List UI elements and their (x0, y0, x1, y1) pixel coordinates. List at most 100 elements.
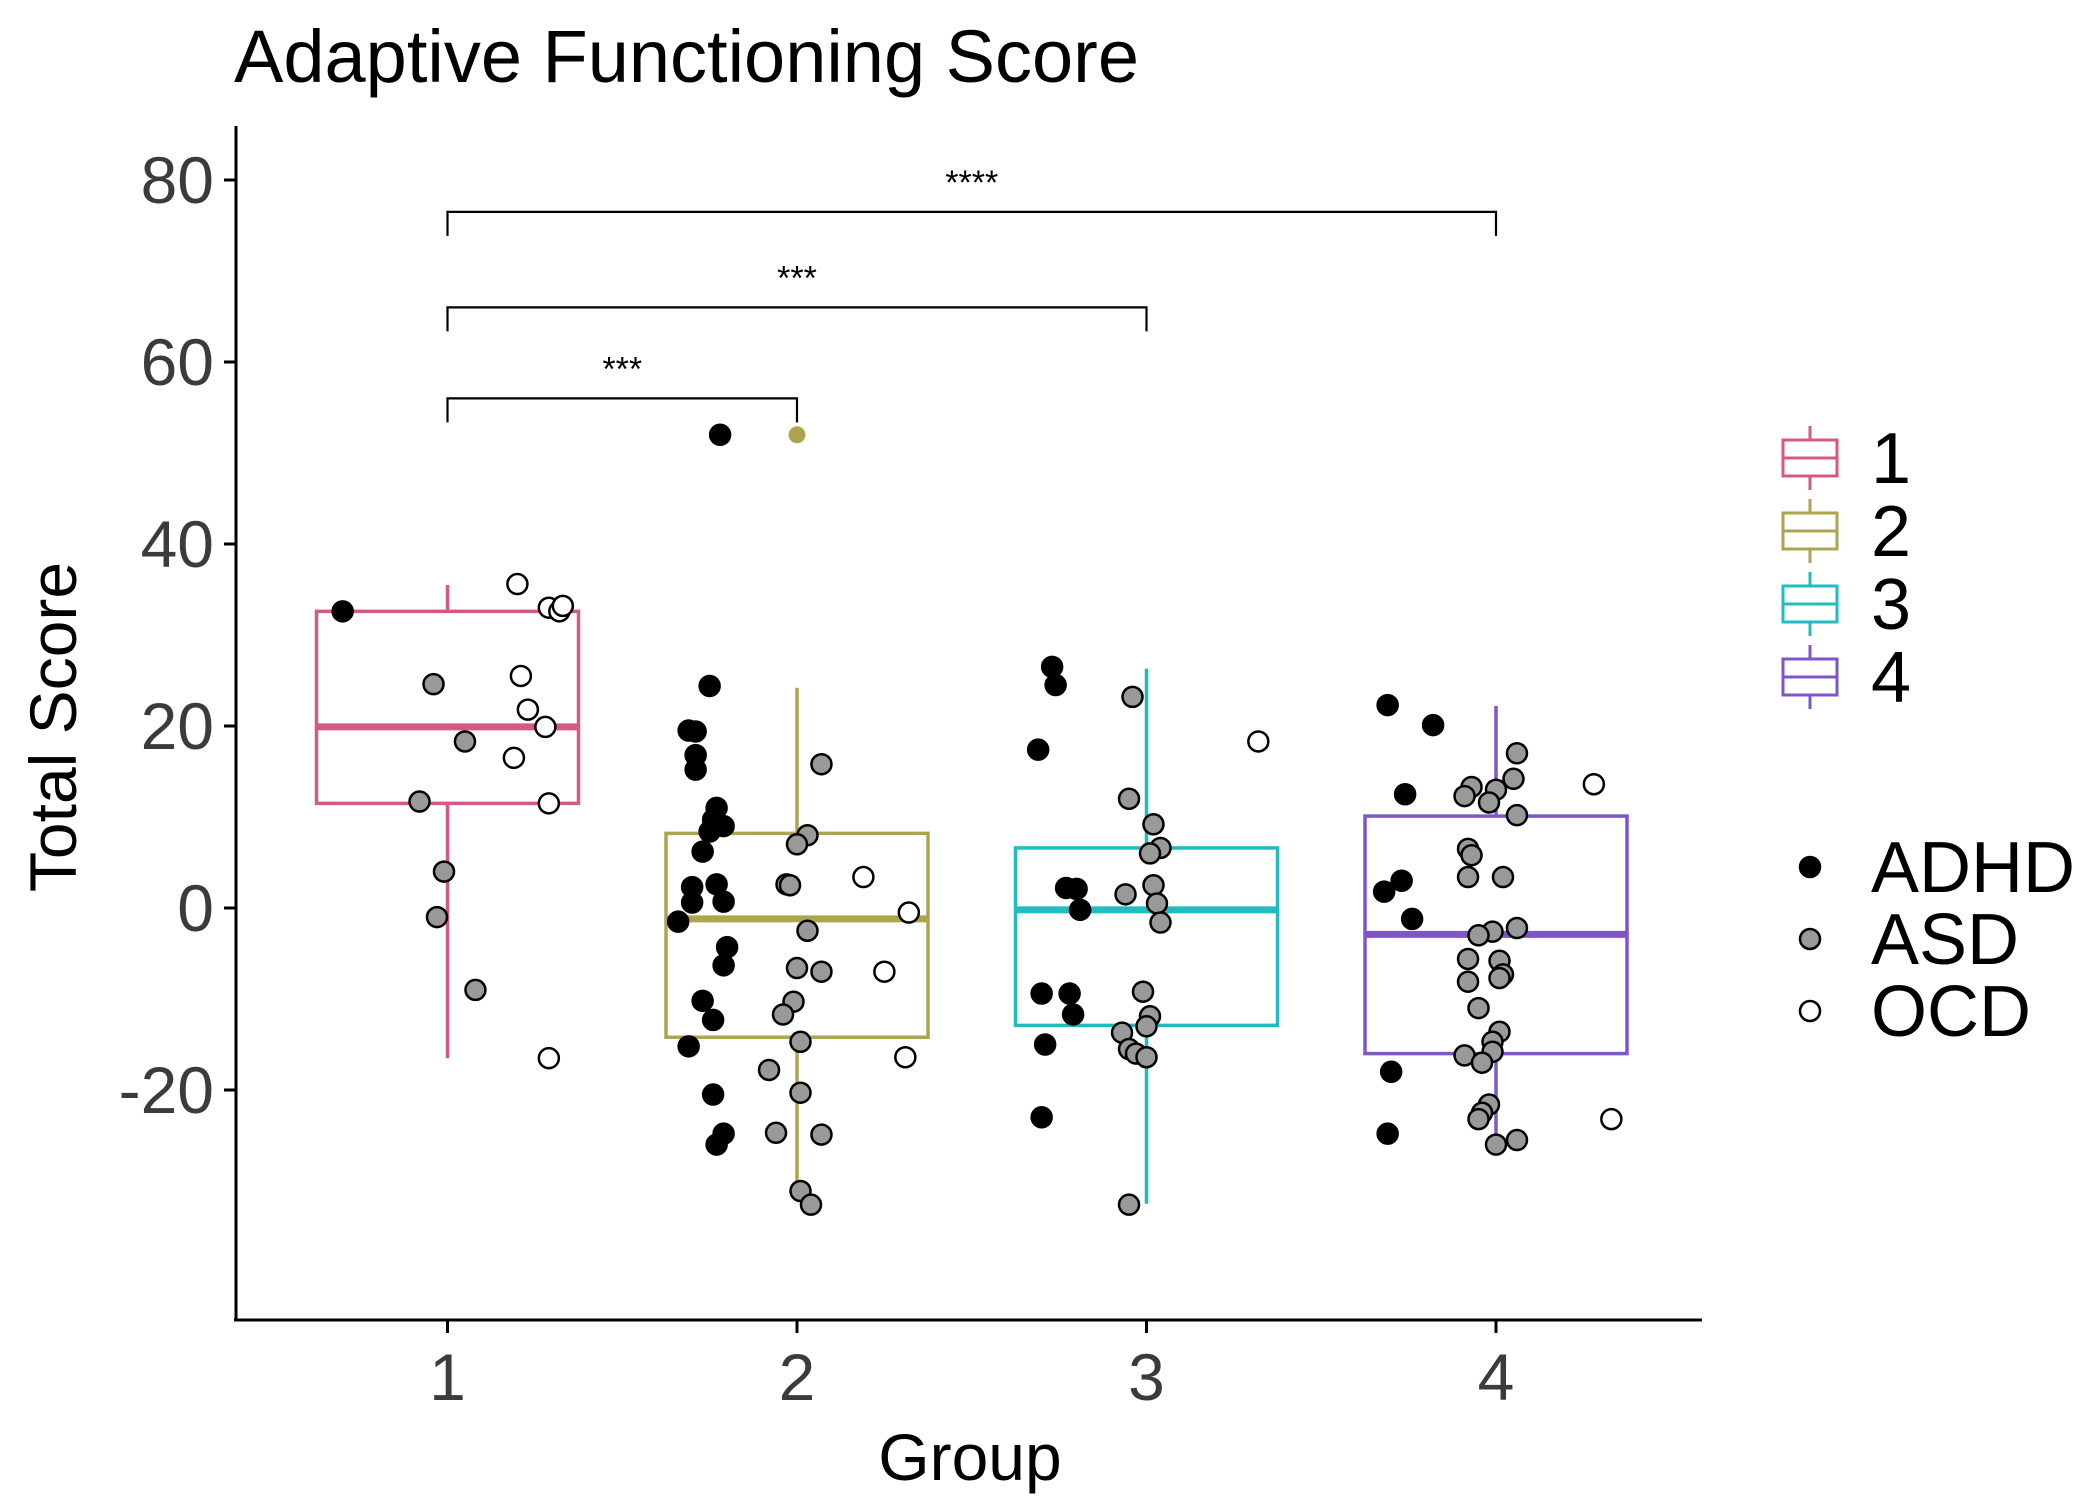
legend-item-group-3: 3 (1781, 565, 1911, 645)
y-tick-label: -20 (119, 1053, 214, 1127)
x-tick-label: 4 (1478, 1340, 1515, 1414)
data-point-asd (1453, 784, 1476, 808)
data-point-asd (1505, 1128, 1529, 1152)
data-point-asd (1470, 1051, 1494, 1074)
data-point-adhd (1372, 880, 1396, 903)
x-tick-label: 2 (779, 1340, 816, 1414)
data-point-adhd (666, 910, 690, 933)
data-point-asd (810, 752, 833, 776)
data-point-adhd (677, 1035, 700, 1058)
data-point-asd (1131, 980, 1155, 1003)
data-point-ocd (1247, 730, 1270, 753)
data-point-asd (764, 1121, 788, 1145)
data-point-asd (810, 960, 833, 983)
data-point-ocd (537, 1046, 561, 1070)
data-point-adhd (1033, 1033, 1057, 1056)
data-point-ocd (897, 901, 921, 924)
boxplot-group-1 (314, 584, 581, 1059)
data-point-adhd (1044, 673, 1067, 697)
data-point-asd (1456, 970, 1480, 993)
data-point-ocd (1600, 1107, 1623, 1131)
data-point-asd (1488, 966, 1511, 990)
legend-label: 4 (1871, 638, 1911, 718)
significance-label: *** (777, 259, 817, 297)
significance-bracket: *** (446, 350, 799, 423)
data-point-adhd (1393, 783, 1417, 806)
data-point-asd (785, 833, 809, 856)
data-point-adhd (698, 674, 721, 698)
data-point-ocd (852, 865, 875, 889)
data-point-asd (778, 874, 802, 897)
data-point-asd (789, 1081, 812, 1104)
data-point-asd (771, 1003, 795, 1026)
data-point-adhd (1030, 982, 1053, 1005)
bracket-line (446, 306, 1148, 332)
data-point-asd (799, 1193, 823, 1216)
data-point-asd (1467, 1107, 1490, 1131)
data-point-ocd (873, 960, 896, 983)
data-point-ocd (1582, 772, 1606, 796)
y-tick-label: 0 (177, 871, 214, 945)
data-point-adhd (1400, 907, 1424, 931)
x-tick-label: 1 (429, 1340, 466, 1414)
data-point-asd (1142, 874, 1165, 897)
data-point-asd (1135, 1015, 1158, 1038)
data-point-asd (408, 790, 431, 813)
legend-item-group-4: 4 (1781, 638, 1911, 718)
x-axis-title: Group (878, 1420, 1061, 1494)
y-tick-label: 80 (141, 143, 214, 217)
data-point-adhd (1061, 1003, 1085, 1026)
legend-point-key (1798, 855, 1822, 879)
data-point-adhd (1376, 693, 1399, 717)
data-point-adhd (701, 1083, 725, 1106)
data-point-asd (1456, 947, 1480, 971)
data-point-asd (1114, 883, 1137, 906)
data-point-asd (789, 1030, 812, 1054)
bracket-line (446, 397, 799, 423)
outlier-point (788, 426, 806, 444)
legend-label: 1 (1871, 419, 1911, 499)
data-point-adhd (1058, 982, 1081, 1005)
legend-label: OCD (1871, 972, 2031, 1052)
significance-label: *** (602, 350, 642, 388)
y-tick-label: 40 (141, 507, 214, 581)
significance-label: **** (945, 164, 998, 202)
data-point-adhd (1040, 655, 1064, 679)
data-point-adhd (684, 720, 707, 743)
data-point-adhd (1026, 738, 1050, 761)
data-point-adhd (691, 840, 714, 863)
data-point-asd (1505, 916, 1529, 940)
significance-bracket: *** (446, 259, 1148, 332)
data-point-adhd (715, 935, 739, 959)
chart-title: Adaptive Functioning Score (234, 15, 1139, 98)
data-point-adhd (680, 891, 704, 914)
box (314, 609, 581, 806)
data-point-asd (1121, 685, 1144, 709)
plot-area (314, 423, 1629, 1216)
data-point-asd (1460, 843, 1483, 867)
data-point-adhd (708, 423, 732, 447)
data-point-asd (1505, 803, 1529, 827)
data-point-asd (1491, 865, 1515, 889)
data-point-adhd (1379, 1060, 1403, 1084)
legend-label: 2 (1871, 492, 1911, 572)
data-point-ocd (506, 572, 529, 596)
data-point-ocd (534, 715, 557, 739)
data-point-asd (810, 1123, 833, 1146)
data-point-asd (1117, 1193, 1141, 1216)
legend-label: ADHD (1871, 828, 2075, 908)
data-point-ocd (894, 1045, 917, 1069)
data-point-asd (1484, 1133, 1508, 1156)
data-point-asd (425, 905, 449, 929)
data-point-asd (1145, 892, 1169, 915)
data-point-adhd (701, 1008, 725, 1032)
data-point-asd (1467, 924, 1490, 947)
data-point-adhd (1068, 898, 1092, 922)
data-point-asd (785, 956, 809, 980)
data-point-asd (757, 1058, 781, 1082)
data-point-asd (1142, 813, 1165, 836)
data-point-ocd (502, 746, 526, 770)
legend-item-ocd: OCD (1798, 972, 2031, 1052)
axis-ticks: -20 0 20 40 60 80 1 2 3 4 (119, 143, 1515, 1414)
